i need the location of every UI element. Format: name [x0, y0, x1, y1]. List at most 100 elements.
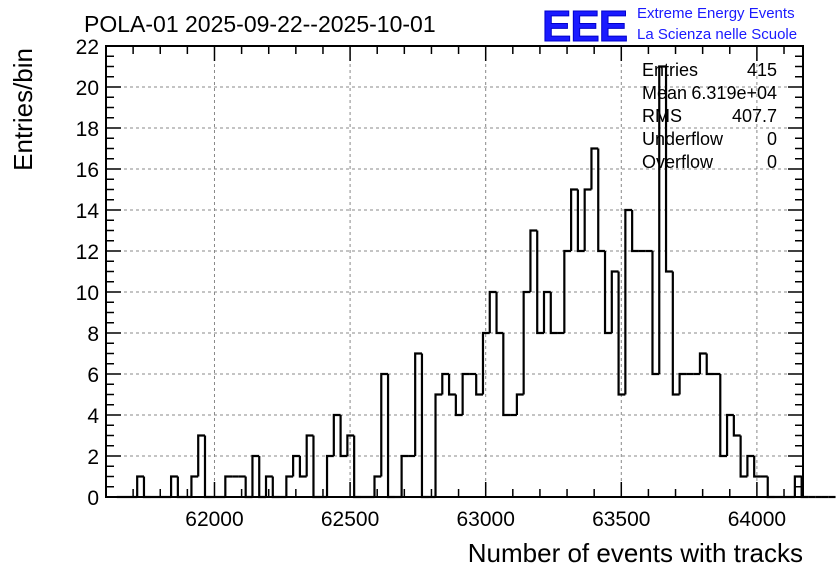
stats-box: Entries 415 Mean 6.319e+04 RMS 407.7 Und…: [642, 60, 777, 172]
logo-line-1: Extreme Energy Events: [637, 5, 795, 22]
histogram-bin: [292, 454, 300, 477]
histogram-bars: [116, 65, 836, 499]
x-axis-title: Number of events with tracks: [468, 538, 803, 568]
histogram-bin: [264, 475, 273, 497]
histogram-bin: [197, 434, 205, 477]
histogram-bin: [631, 210, 639, 253]
stats-value-entries: 415: [747, 60, 777, 80]
histogram-bin: [658, 65, 667, 374]
histogram-bin: [522, 290, 531, 395]
stats-value-rms: 407.7: [732, 106, 777, 126]
y-tick-label: 6: [87, 364, 99, 387]
chart-title: POLA-01 2025-09-22--2025-10-01: [84, 11, 436, 37]
histogram-bin: [400, 454, 409, 497]
histogram-bin: [298, 456, 307, 478]
histogram-bin: [203, 435, 212, 499]
histogram-bin: [732, 415, 741, 437]
histogram-bin: [624, 208, 633, 395]
histogram-bin: [414, 352, 422, 456]
y-tick-label: 2: [87, 446, 99, 469]
histogram-bin: [549, 292, 558, 335]
histogram-bin: [536, 230, 544, 335]
tick-labels: 62000 62500 63000 63500 64000 0 2 4 6 8 10 12 14 16 18…: [76, 36, 786, 531]
histogram-bin: [495, 292, 504, 335]
histogram-bin: [312, 435, 321, 499]
histogram-bin: [224, 475, 233, 497]
stats-label-overflow: Overflow: [642, 152, 714, 172]
stats-label-mean: Mean: [642, 83, 687, 103]
histogram-bin: [386, 374, 395, 499]
histogram-bin: [346, 434, 355, 456]
histogram-bin: [420, 353, 429, 499]
histogram-bin: [434, 393, 443, 497]
histogram-bin: [441, 372, 450, 395]
histogram-bin: [461, 372, 470, 415]
histogram-bin: [678, 372, 687, 395]
histogram-bin: [142, 476, 151, 499]
histogram-bin: [597, 148, 606, 253]
histogram-bin: [746, 454, 755, 477]
y-tick-label: 0: [87, 487, 99, 510]
stats-label-underflow: Underflow: [642, 129, 724, 149]
histogram-bin: [651, 251, 660, 376]
x-tick-label: 63000: [456, 508, 514, 531]
histogram-bin: [753, 456, 761, 478]
logo-line-2: La Scienza nelle Scuole: [637, 26, 797, 43]
histogram-bin: [664, 66, 673, 273]
histogram-bin: [705, 353, 714, 376]
y-tick-label: 18: [76, 118, 99, 141]
x-tick-label: 63500: [592, 508, 650, 531]
eee-logo: EEE Extreme Energy Events La Scienza nel…: [542, 2, 798, 52]
histogram-bin: [136, 475, 144, 497]
stats-label-entries: Entries: [642, 60, 698, 80]
y-tick-label: 10: [76, 282, 99, 305]
y-tick-label: 8: [87, 323, 99, 346]
histogram-bin: [488, 290, 497, 333]
histogram-bin: [617, 271, 626, 396]
axes: [105, 45, 804, 498]
histogram-bin: [590, 147, 599, 190]
y-axis-title: Entries/bin: [8, 48, 38, 171]
x-tick-label: 62000: [185, 508, 243, 531]
logo-mark: EEE: [542, 2, 627, 51]
histogram-bin: [169, 475, 178, 497]
stats-value-mean: 6.319e+04: [691, 83, 777, 103]
grid-lines: [106, 46, 803, 497]
y-tick-label: 22: [76, 36, 99, 59]
y-tick-label: 12: [76, 241, 99, 264]
histogram-bin: [698, 352, 707, 374]
histogram-bin: [251, 454, 260, 497]
histogram-bin: [176, 476, 185, 499]
histogram-bin: [325, 454, 334, 497]
histogram-bin: [481, 331, 490, 395]
histogram-bin: [339, 415, 348, 458]
histogram-bin: [305, 434, 314, 477]
histogram-bin: [447, 374, 456, 396]
histogram-bin: [353, 435, 361, 499]
histogram-bin: [610, 270, 619, 333]
histogram-bin: [190, 475, 199, 497]
stats-value-overflow: 0: [767, 152, 777, 172]
histogram-bin: [563, 249, 572, 333]
histogram-bin: [515, 393, 524, 415]
histogram-bin: [725, 413, 734, 456]
x-tick-label: 64000: [728, 508, 786, 531]
stats-label-rms: RMS: [642, 106, 682, 126]
histogram-bin: [570, 188, 578, 251]
histogram-bin: [380, 372, 389, 477]
histogram-bin: [719, 374, 728, 458]
histogram-bin: [529, 229, 538, 292]
stats-value-underflow: 0: [767, 129, 777, 149]
histogram-bin: [373, 475, 382, 497]
plot-frame: [105, 45, 804, 498]
histogram-bin: [454, 394, 463, 417]
y-tick-label: 16: [76, 159, 99, 182]
histogram-bin: [576, 189, 585, 253]
histogram-bin: [475, 374, 483, 396]
histogram-bin: [285, 475, 294, 497]
histogram-bin: [603, 251, 612, 335]
y-tick-label: 14: [76, 200, 100, 223]
y-tick-label: 4: [87, 405, 99, 428]
histogram-bin: [583, 188, 592, 251]
